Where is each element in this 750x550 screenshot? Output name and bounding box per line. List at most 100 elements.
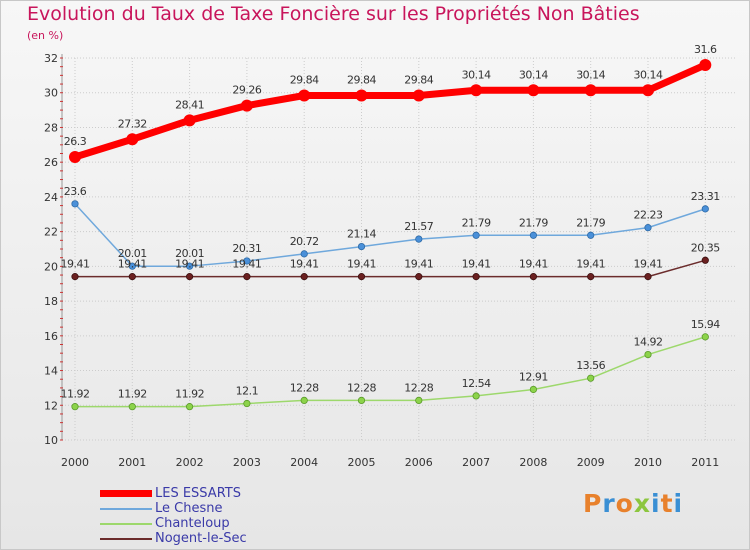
x-tick-label: 2000 bbox=[61, 456, 89, 469]
data-point bbox=[128, 403, 136, 411]
y-tick-label: 24 bbox=[44, 191, 58, 204]
data-label: 21.79 bbox=[519, 216, 548, 229]
x-tick-label: 2008 bbox=[519, 456, 547, 469]
data-point bbox=[587, 231, 595, 239]
legend-label: Nogent-le-Sec bbox=[155, 531, 247, 546]
data-point bbox=[701, 256, 709, 264]
data-point bbox=[357, 273, 366, 281]
logo-letter: i bbox=[673, 489, 684, 518]
data-point bbox=[587, 374, 595, 382]
data-label: 30.14 bbox=[576, 68, 605, 81]
data-point bbox=[243, 399, 251, 408]
data-point bbox=[644, 350, 652, 359]
legend-label: Le Chesne bbox=[155, 501, 223, 516]
data-label: 19.41 bbox=[118, 258, 147, 271]
data-point bbox=[644, 224, 652, 232]
data-point bbox=[186, 403, 194, 411]
data-label: 20.01 bbox=[175, 247, 204, 260]
y-tick-label: 28 bbox=[44, 121, 58, 134]
y-tick-label: 22 bbox=[44, 226, 58, 239]
data-point bbox=[300, 250, 308, 258]
data-label: 11.92 bbox=[61, 388, 90, 401]
data-point bbox=[701, 205, 709, 213]
series-line bbox=[74, 336, 707, 408]
data-point bbox=[357, 396, 366, 405]
data-label: 19.41 bbox=[347, 258, 376, 271]
data-point bbox=[69, 150, 81, 163]
y-tick-label: 20 bbox=[44, 260, 58, 273]
data-point bbox=[126, 133, 139, 146]
data-point bbox=[300, 396, 308, 405]
data-label: 21.79 bbox=[576, 216, 605, 229]
data-label: 11.92 bbox=[175, 388, 204, 401]
data-label: 11.92 bbox=[118, 388, 147, 401]
data-label: 19.41 bbox=[634, 258, 663, 271]
data-point bbox=[642, 84, 654, 97]
data-label: 19.41 bbox=[290, 258, 319, 271]
y-tick-label: 14 bbox=[44, 365, 58, 378]
data-point bbox=[415, 396, 423, 405]
logo-letter: i bbox=[651, 489, 661, 518]
legend-swatch bbox=[100, 538, 152, 540]
data-point bbox=[357, 242, 366, 251]
data-label: 30.14 bbox=[519, 68, 548, 81]
data-label: 30.14 bbox=[462, 68, 491, 81]
data-label: 28.41 bbox=[175, 98, 204, 111]
data-point bbox=[71, 403, 79, 411]
data-point bbox=[240, 99, 253, 112]
data-label: 31.6 bbox=[694, 43, 717, 56]
y-tick-label: 18 bbox=[44, 295, 58, 308]
data-point bbox=[644, 273, 652, 281]
data-label: 21.57 bbox=[404, 220, 433, 233]
data-label: 20.01 bbox=[118, 247, 147, 260]
y-tick-label: 30 bbox=[44, 87, 58, 100]
data-label: 12.91 bbox=[519, 370, 548, 383]
data-point bbox=[128, 262, 136, 270]
data-label: 20.31 bbox=[232, 242, 261, 255]
data-label: 19.41 bbox=[462, 258, 491, 271]
logo-letter: t bbox=[660, 489, 674, 518]
data-point bbox=[415, 235, 423, 243]
x-tick-label: 2006 bbox=[405, 456, 433, 469]
data-label: 26.3 bbox=[64, 135, 87, 148]
logo-letter: x bbox=[633, 489, 651, 518]
data-point bbox=[529, 273, 538, 281]
data-label: 29.26 bbox=[232, 84, 261, 97]
data-point bbox=[529, 385, 538, 394]
data-label: 19.41 bbox=[232, 258, 261, 271]
data-point bbox=[415, 273, 423, 281]
data-point bbox=[71, 273, 79, 281]
data-point bbox=[71, 200, 79, 208]
data-point bbox=[243, 257, 251, 265]
data-label: 29.84 bbox=[290, 74, 319, 87]
data-point bbox=[701, 333, 709, 341]
data-label: 30.14 bbox=[634, 68, 663, 81]
y-tick-label: 12 bbox=[44, 399, 58, 412]
data-point bbox=[298, 89, 311, 102]
data-label: 19.41 bbox=[61, 258, 90, 271]
legend-label: LES ESSARTS bbox=[155, 486, 241, 501]
data-point bbox=[472, 231, 480, 239]
x-tick-label: 2001 bbox=[118, 456, 146, 469]
logo-letter: r bbox=[602, 489, 616, 518]
data-point bbox=[186, 273, 194, 281]
x-tick-label: 2009 bbox=[577, 456, 605, 469]
data-label: 23.31 bbox=[691, 190, 720, 203]
data-point bbox=[470, 84, 483, 97]
data-label: 12.1 bbox=[236, 385, 259, 398]
data-label: 29.84 bbox=[347, 74, 376, 87]
data-label: 12.54 bbox=[462, 377, 491, 390]
x-tick-label: 2002 bbox=[176, 456, 204, 469]
data-label: 12.28 bbox=[347, 381, 376, 394]
x-tick-label: 2003 bbox=[233, 456, 261, 469]
x-tick-label: 2007 bbox=[462, 456, 490, 469]
data-label: 23.6 bbox=[64, 185, 87, 198]
series-line bbox=[71, 61, 709, 161]
logo-letter: o bbox=[615, 489, 634, 518]
data-point bbox=[699, 58, 712, 71]
data-point bbox=[472, 392, 480, 400]
data-label: 15.94 bbox=[691, 318, 720, 331]
y-tick-label: 26 bbox=[44, 156, 58, 169]
data-label: 22.23 bbox=[634, 209, 663, 222]
